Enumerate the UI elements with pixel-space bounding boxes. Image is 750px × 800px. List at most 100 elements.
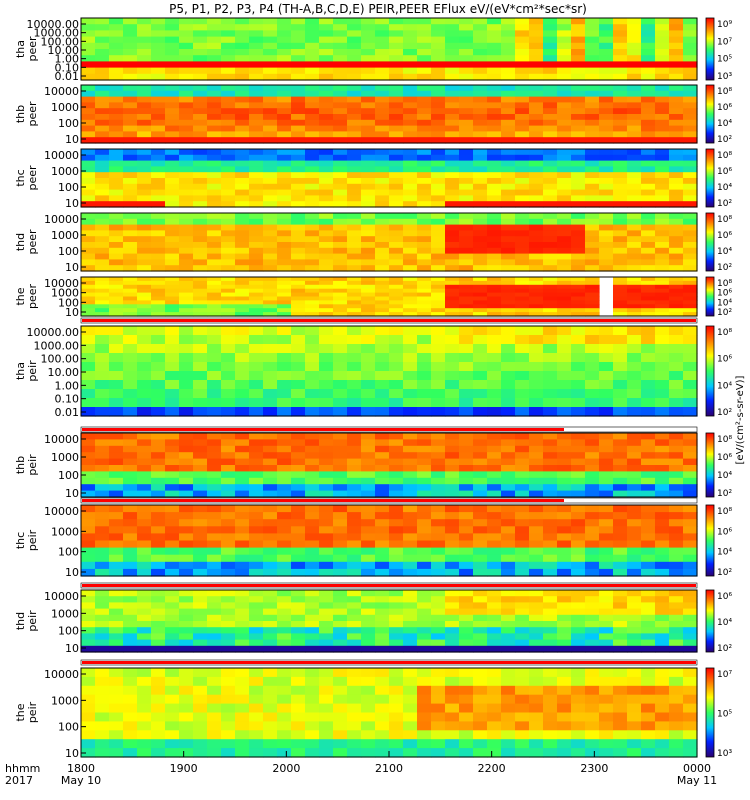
spectrogram-cell (137, 18, 152, 25)
spectrogram-cell (585, 639, 600, 647)
spectrogram-cell (557, 67, 572, 75)
spectrogram-cell (137, 183, 152, 191)
spectrogram-cell (361, 547, 376, 556)
spectrogram-cell (207, 452, 222, 460)
spectrogram-cell (165, 189, 180, 196)
spectrogram-cell (221, 154, 236, 162)
spectrogram-cell (347, 308, 362, 313)
spectrogram-cell (207, 371, 222, 381)
spectrogram-cell (375, 119, 390, 127)
spectrogram-cell (417, 292, 432, 298)
spectrogram-cell (403, 201, 418, 208)
spectrogram-cell (641, 685, 656, 696)
spectrogram-cell (361, 90, 376, 98)
spectrogram-cell (123, 554, 138, 563)
spectrogram-cell (81, 614, 96, 622)
spectrogram-cell (487, 55, 502, 62)
spectrogram-cell (473, 259, 488, 266)
spectrogram-cell (641, 253, 656, 260)
spectrogram-cell (95, 645, 110, 653)
spectrogram-cell (249, 533, 264, 542)
spectrogram-cell (417, 224, 432, 231)
spectrogram-cell (123, 154, 138, 162)
spectrogram-cell (431, 119, 446, 127)
spectrogram-cell (109, 645, 124, 653)
spectrogram-cell (319, 178, 334, 185)
spectrogram-cell (515, 125, 530, 132)
spectrogram-cell (557, 561, 572, 570)
spectrogram-cell (585, 398, 600, 408)
spectrogram-cell (389, 189, 404, 196)
spectrogram-cell (557, 335, 572, 345)
spectrogram-cell (277, 284, 292, 290)
spectrogram-cell (571, 627, 586, 634)
y-tick-label: 1.00 (55, 53, 80, 66)
spectrogram-cell (543, 505, 558, 513)
spectrogram-cell (599, 119, 614, 127)
spectrogram-cell (515, 247, 530, 255)
spectrogram-cell (613, 676, 628, 687)
spectrogram-cell (501, 137, 516, 144)
spectrogram-cell (683, 280, 698, 286)
spectrogram-cell (263, 201, 278, 208)
spectrogram-cell (417, 119, 432, 127)
spectrogram-cell (571, 371, 586, 381)
spectrogram-cell (501, 540, 516, 549)
spectrogram-cell (599, 668, 614, 678)
spectrogram-cell (95, 614, 110, 622)
spectrogram-cell (501, 608, 516, 616)
spectrogram-cell (109, 236, 124, 243)
spectrogram-cell (375, 614, 390, 622)
spectrogram-cell (459, 540, 474, 549)
spectrogram-cell (655, 371, 670, 381)
spectrogram-cell (683, 96, 698, 103)
spectrogram-cell (277, 218, 292, 226)
spectrogram-cell (375, 131, 390, 138)
spectrogram-cell (193, 484, 208, 492)
spectrogram-cell (431, 125, 446, 132)
spectrogram-cell (445, 561, 460, 570)
spectrogram-cell (81, 218, 96, 226)
spectrogram-cell (683, 137, 698, 144)
spectrogram-cell (291, 284, 306, 290)
spectrogram-cell (165, 201, 180, 208)
spectrogram-cell (501, 189, 516, 196)
spectrogram-cell (109, 292, 124, 298)
spectrogram-cell (137, 73, 152, 81)
spectrogram-cell (501, 131, 516, 138)
spectrogram-cell (179, 18, 194, 25)
spectrogram-cell (585, 30, 600, 38)
spectrogram-cell (109, 125, 124, 132)
spectrogram-cell (669, 160, 684, 167)
spectrogram-cell (669, 458, 684, 466)
spectrogram-cell (109, 137, 124, 144)
spectrogram-cell (487, 312, 502, 317)
spectrogram-cell (641, 668, 656, 678)
spectrogram-cell (571, 471, 586, 479)
spectrogram-cell (193, 433, 208, 440)
spectrogram-cell (249, 108, 264, 115)
spectrogram-cell (655, 465, 670, 472)
spectrogram-cell (319, 621, 334, 628)
spectrogram-cell (389, 85, 404, 92)
spectrogram-cell (431, 137, 446, 144)
spectrogram-cell (375, 590, 390, 597)
spectrogram-cell (669, 61, 684, 69)
spectrogram-cell (529, 253, 544, 260)
spectrogram-cell (207, 36, 222, 44)
spectrogram-cell (207, 42, 222, 50)
spectrogram-cell (333, 137, 348, 144)
colorbar-tick-label: 10² (717, 489, 732, 499)
spectrogram-cell (361, 362, 376, 372)
spectrogram-cell (333, 96, 348, 103)
spectrogram-cell (193, 739, 208, 749)
spectrogram-cell (585, 568, 600, 577)
spectrogram-cell (221, 195, 236, 202)
spectrogram-cell (403, 458, 418, 466)
spectrogram-cell (571, 73, 586, 81)
spectrogram-cell (459, 154, 474, 162)
spectrogram-cell (641, 292, 656, 298)
spectrogram-cell (291, 178, 306, 185)
spectrogram-cell (515, 533, 530, 542)
spectrogram-cell (277, 471, 292, 479)
